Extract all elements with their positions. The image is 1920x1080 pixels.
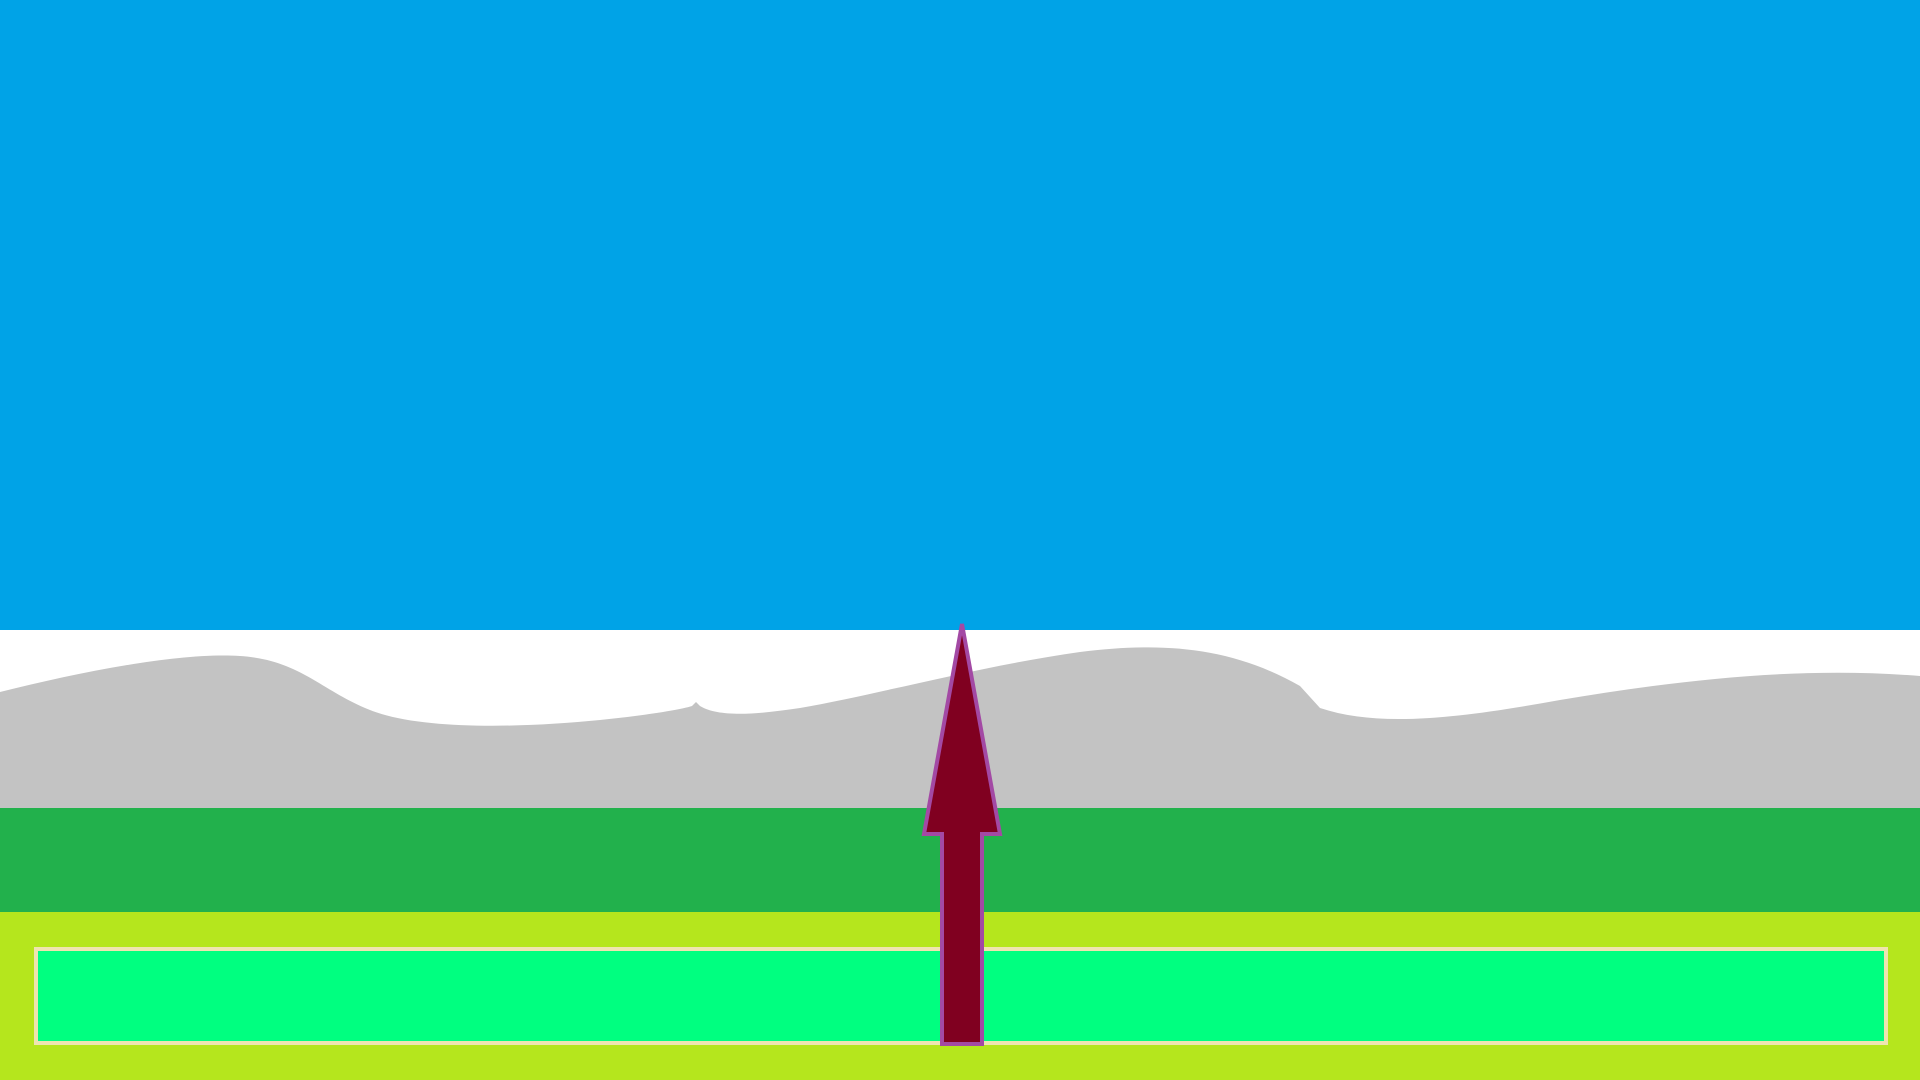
up-arrow-icon[interactable]	[921, 623, 1003, 1046]
sky	[0, 0, 1920, 630]
